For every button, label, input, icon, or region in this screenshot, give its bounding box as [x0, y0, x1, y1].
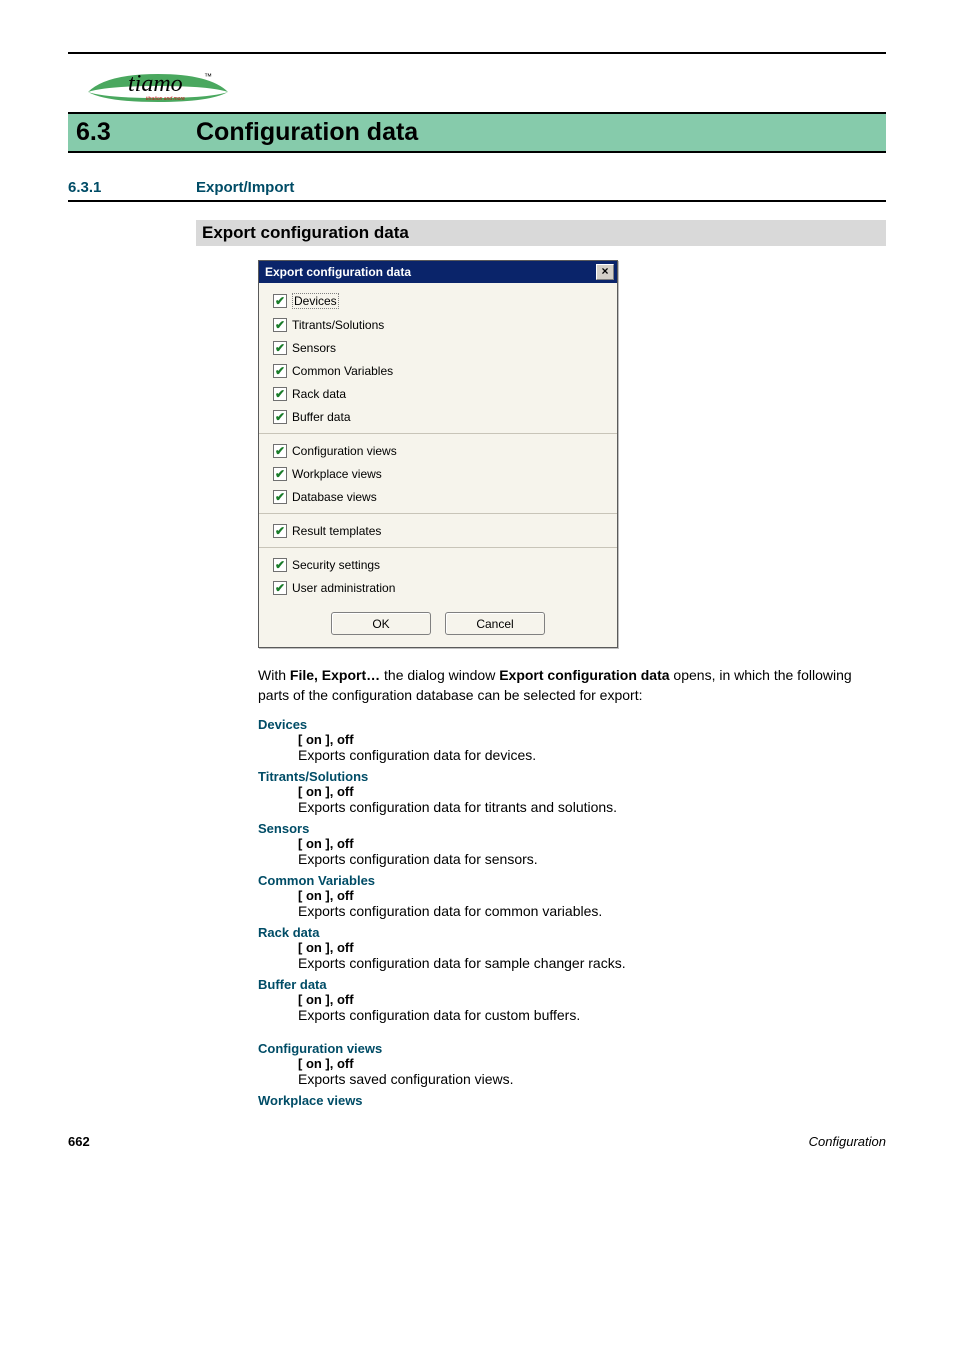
param-description: Exports configuration data for sample ch… — [298, 955, 886, 971]
dialog-close-button[interactable]: × — [596, 264, 614, 280]
param-name: Workplace views — [258, 1093, 886, 1108]
checkbox-label: Sensors — [292, 341, 336, 355]
section-heading: 6.3 Configuration data — [68, 112, 886, 153]
checkbox-row[interactable]: ✔ Devices — [273, 293, 603, 309]
param-option: [ on ], off — [298, 1056, 886, 1071]
param-option: [ on ], off — [298, 940, 886, 955]
param-option: [ on ], off — [298, 732, 886, 747]
dialog-title-text: Export configuration data — [265, 265, 411, 279]
parameter-list-1: Devices[ on ], offExports configuration … — [258, 717, 886, 1023]
checkbox-label: Rack data — [292, 387, 346, 401]
checkbox-row[interactable]: ✔ Database views — [273, 490, 603, 504]
checkbox-label: Common Variables — [292, 364, 393, 378]
param-option: [ on ], off — [298, 888, 886, 903]
section-title: Configuration data — [196, 118, 418, 147]
checkbox-row[interactable]: ✔ Sensors — [273, 341, 603, 355]
checkbox-row[interactable]: ✔ Configuration views — [273, 444, 603, 458]
checkbox-icon[interactable]: ✔ — [273, 341, 287, 355]
param-description: Exports configuration data for custom bu… — [298, 1007, 886, 1023]
checkbox-label: User administration — [292, 581, 395, 595]
subsection-heading: 6.3.1 Export/Import — [68, 179, 886, 202]
checkbox-icon[interactable]: ✔ — [273, 581, 287, 595]
dialog-titlebar: Export configuration data × — [259, 261, 617, 283]
tertiary-heading: Export configuration data — [196, 220, 886, 246]
checkbox-icon[interactable]: ✔ — [273, 364, 287, 378]
footer-label: Configuration — [809, 1134, 886, 1149]
checkbox-label: Buffer data — [292, 410, 351, 424]
checkbox-row[interactable]: ✔ Rack data — [273, 387, 603, 401]
page-footer: 662 Configuration — [68, 1134, 886, 1149]
param-name: Common Variables — [258, 873, 886, 888]
checkbox-label: Titrants/Solutions — [292, 318, 384, 332]
param-name: Buffer data — [258, 977, 886, 992]
param-description: Exports configuration data for titrants … — [298, 799, 886, 815]
checkbox-label: Devices — [292, 293, 339, 309]
subsection-number: 6.3.1 — [68, 179, 196, 196]
checkbox-row[interactable]: ✔ Security settings — [273, 558, 603, 572]
checkbox-icon[interactable]: ✔ — [273, 524, 287, 538]
param-name: Sensors — [258, 821, 886, 836]
section-number: 6.3 — [76, 118, 196, 147]
export-dialog: Export configuration data × ✔ Devices ✔ Tit… — [258, 260, 618, 648]
checkbox-label: Configuration views — [292, 444, 397, 458]
ok-button[interactable]: OK — [331, 612, 431, 635]
param-name: Devices — [258, 717, 886, 732]
cancel-button[interactable]: Cancel — [445, 612, 545, 635]
checkbox-icon[interactable]: ✔ — [273, 558, 287, 572]
parameter-list-2: Configuration views[ on ], offExports sa… — [258, 1041, 886, 1108]
param-description: Exports configuration data for common va… — [298, 903, 886, 919]
checkbox-icon[interactable]: ✔ — [273, 410, 287, 424]
checkbox-row[interactable]: ✔ Workplace views — [273, 467, 603, 481]
param-option: [ on ], off — [298, 836, 886, 851]
checkbox-row[interactable]: ✔ Common Variables — [273, 364, 603, 378]
checkbox-row[interactable]: ✔ User administration — [273, 581, 603, 595]
brand-logo: tiamo ™ titration and more — [68, 64, 886, 106]
checkbox-label: Database views — [292, 490, 377, 504]
checkbox-icon[interactable]: ✔ — [273, 467, 287, 481]
param-option: [ on ], off — [298, 992, 886, 1007]
checkbox-row[interactable]: ✔ Result templates — [273, 524, 603, 538]
checkbox-icon[interactable]: ✔ — [273, 318, 287, 332]
checkbox-label: Workplace views — [292, 467, 382, 481]
checkbox-icon[interactable]: ✔ — [273, 387, 287, 401]
param-name: Titrants/Solutions — [258, 769, 886, 784]
checkbox-label: Result templates — [292, 524, 381, 538]
intro-paragraph: With File, Export… the dialog window Exp… — [258, 666, 886, 705]
param-name: Rack data — [258, 925, 886, 940]
checkbox-label: Security settings — [292, 558, 380, 572]
svg-text:™: ™ — [204, 72, 212, 81]
param-description: Exports saved configuration views. — [298, 1071, 886, 1087]
checkbox-icon[interactable]: ✔ — [273, 490, 287, 504]
subsection-title: Export/Import — [196, 179, 294, 196]
svg-text:titration and more: titration and more — [146, 96, 185, 102]
svg-text:tiamo: tiamo — [128, 71, 183, 97]
param-description: Exports configuration data for devices. — [298, 747, 886, 763]
checkbox-icon[interactable]: ✔ — [273, 444, 287, 458]
param-option: [ on ], off — [298, 784, 886, 799]
param-name: Configuration views — [258, 1041, 886, 1056]
checkbox-row[interactable]: ✔ Titrants/Solutions — [273, 318, 603, 332]
checkbox-row[interactable]: ✔ Buffer data — [273, 410, 603, 424]
param-description: Exports configuration data for sensors. — [298, 851, 886, 867]
checkbox-icon[interactable]: ✔ — [273, 294, 287, 308]
page-number: 662 — [68, 1134, 90, 1149]
